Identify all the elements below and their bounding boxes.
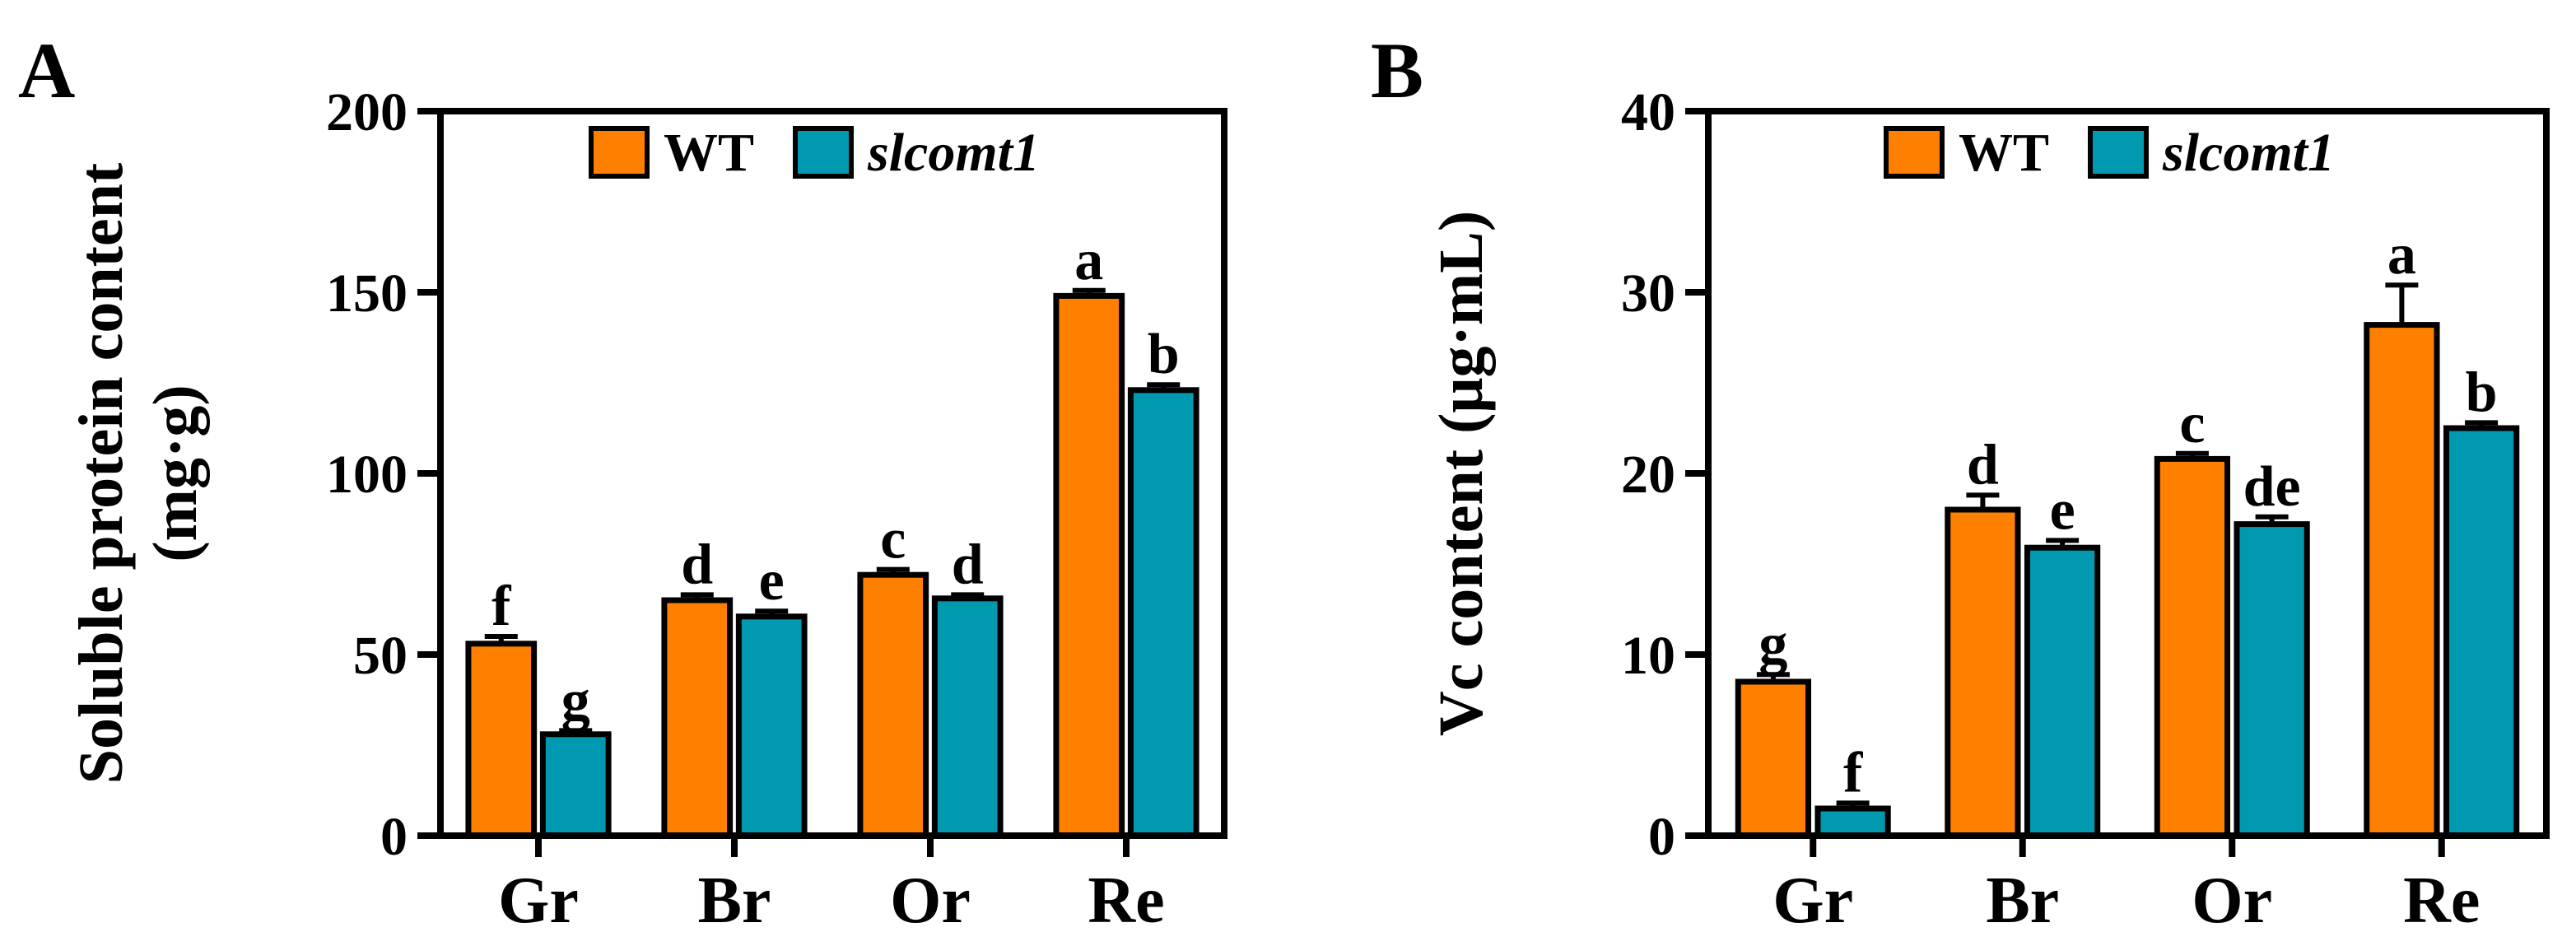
y-tick-label: 10	[1621, 626, 1675, 686]
y-tick-label: 150	[326, 263, 408, 324]
significance-letter: e	[759, 549, 785, 613]
y-tick-label: 20	[1621, 445, 1675, 505]
significance-letter: e	[2050, 478, 2075, 542]
bar	[2234, 521, 2310, 839]
bar	[857, 571, 929, 839]
panel-letter: A	[18, 26, 75, 114]
bar	[1053, 292, 1125, 839]
panel-letter: B	[1371, 26, 1423, 114]
significance-letter: f	[491, 575, 511, 638]
significance-letter: g	[1758, 613, 1787, 676]
y-tick-label: 50	[353, 626, 408, 686]
significance-letter: b	[2466, 361, 2498, 424]
bar	[2154, 455, 2231, 839]
y-tick-label: 40	[1621, 82, 1675, 142]
significance-letter: a	[2387, 223, 2416, 287]
x-tick-label: Gr	[1772, 864, 1853, 937]
bar	[1945, 506, 2021, 839]
legend-swatch	[793, 126, 854, 179]
legend-label: slcomt1	[867, 123, 1040, 183]
x-tick-label: Gr	[498, 864, 579, 937]
x-tick-label: Or	[2192, 864, 2272, 937]
significance-letter: b	[1148, 323, 1180, 386]
bar	[931, 595, 1004, 839]
bar	[735, 613, 808, 839]
bar	[2443, 425, 2520, 839]
bar	[1735, 678, 1812, 839]
bar	[465, 641, 538, 839]
significance-letter: d	[681, 533, 713, 596]
chart-panel-B: Bg d c a f e de b 0 10 20 30 40 Gr Br Or Re Vc content (μ…	[1371, 26, 2550, 937]
significance-letter: d	[1967, 433, 1999, 496]
significance-letter: f	[1843, 741, 1863, 804]
y-tick-label: 0	[1648, 807, 1675, 867]
bar	[1814, 805, 1891, 839]
y-tick-label: 200	[326, 82, 408, 142]
legend-swatch	[589, 126, 650, 179]
bar	[2364, 322, 2440, 839]
significance-letter: g	[561, 669, 590, 732]
significance-letter: d	[952, 533, 984, 596]
x-tick-label: Br	[1986, 864, 2059, 937]
significance-letter: a	[1074, 229, 1103, 292]
x-tick-label: Re	[2403, 864, 2480, 937]
legend-label: WT	[664, 123, 754, 183]
bar	[2024, 544, 2101, 839]
y-tick-label: 0	[380, 807, 408, 867]
significance-letter: c	[2179, 392, 2205, 455]
bar	[1127, 387, 1199, 839]
significance-letter: c	[880, 508, 906, 571]
significance-letter: de	[2243, 455, 2301, 519]
y-tick-label: 100	[326, 445, 408, 505]
bar	[661, 597, 734, 839]
legend-label: slcomt1	[2162, 123, 2335, 183]
y-axis-label: Soluble protein content	[67, 163, 136, 784]
x-tick-label: Re	[1088, 864, 1164, 937]
legend-label: WT	[1959, 123, 2049, 183]
x-tick-label: Or	[890, 864, 971, 937]
x-tick-label: Br	[698, 864, 771, 937]
legend-swatch	[1884, 126, 1945, 179]
bar	[539, 731, 612, 839]
y-axis-label-units: (mg·g)	[141, 384, 210, 562]
legend-swatch	[2088, 126, 2149, 179]
y-tick-label: 30	[1621, 263, 1675, 324]
y-axis-label: Vc content (μg·mL)	[1427, 211, 1496, 736]
